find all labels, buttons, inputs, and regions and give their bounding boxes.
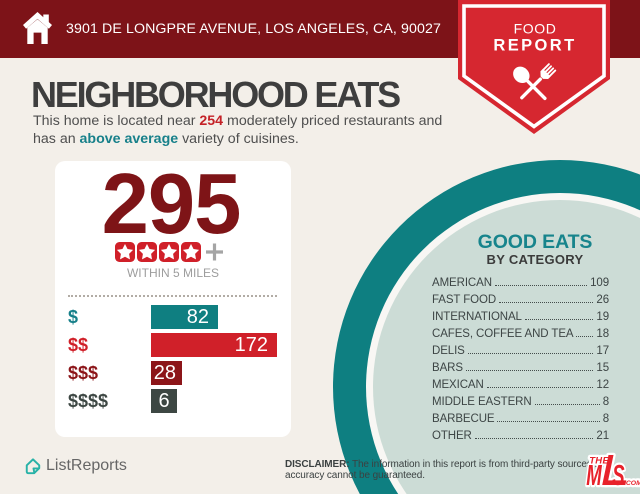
svg-text:M: M — [586, 460, 602, 492]
svg-text:REPORT: REPORT — [493, 37, 576, 55]
svg-text:.COM: .COM — [624, 480, 640, 487]
svg-text:THE: THE — [589, 455, 609, 466]
svg-text:M: M — [586, 460, 602, 492]
svg-text:S: S — [612, 460, 624, 492]
svg-text:.COM: .COM — [624, 480, 640, 487]
svg-text:FOOD: FOOD — [514, 20, 557, 36]
